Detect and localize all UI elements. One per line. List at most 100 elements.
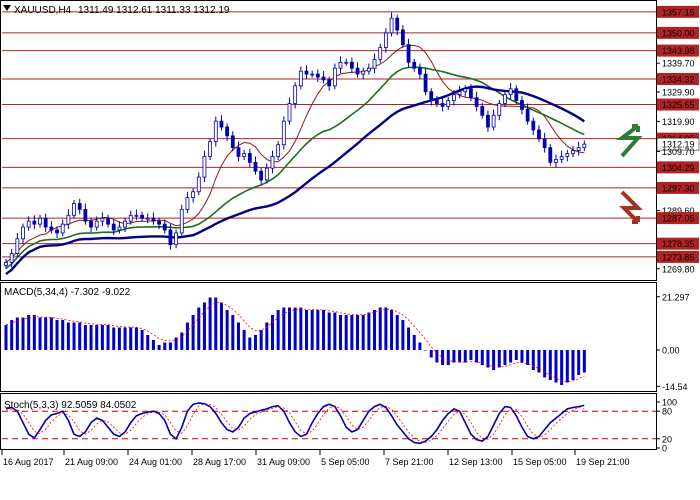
- macd-bar: [208, 297, 212, 350]
- macd-bar: [10, 320, 14, 350]
- candle: [38, 214, 42, 228]
- candle: [582, 140, 587, 152]
- macd-bar: [531, 350, 535, 370]
- candle: [270, 150, 275, 174]
- candle: [4, 258, 8, 269]
- candle: [412, 58, 417, 72]
- candle: [554, 154, 558, 168]
- macd-bar: [514, 350, 518, 360]
- price-tick-label: 1278.35: [662, 239, 695, 249]
- candle: [389, 12, 394, 37]
- time-tick-label: 7 Sep 21:00: [385, 457, 434, 467]
- macd-bar: [316, 310, 320, 350]
- ohlc-values: 1311.49 1312.61 1311.33 1312.19: [78, 5, 230, 16]
- macd-bar: [219, 302, 223, 350]
- level-price-tag: [657, 181, 699, 194]
- macd-bar: [123, 327, 127, 350]
- candle: [457, 85, 462, 99]
- candle: [503, 89, 507, 108]
- macd-bar: [492, 350, 496, 370]
- candle: [486, 110, 490, 133]
- macd-bar: [202, 302, 206, 350]
- macd-bar: [231, 315, 235, 350]
- level-price-tag: [657, 73, 699, 86]
- candle: [83, 203, 88, 225]
- macd-bar: [373, 310, 377, 350]
- price-tick-label: 1319.90: [662, 117, 695, 127]
- macd-bar: [185, 322, 189, 350]
- candle: [355, 62, 360, 78]
- macd-bar: [157, 345, 161, 350]
- candle: [293, 82, 298, 109]
- macd-bar: [191, 315, 195, 350]
- macd-bar: [163, 342, 167, 350]
- candle: [123, 217, 127, 233]
- price-tick-label: 1350.00: [662, 28, 695, 38]
- macd-bar: [117, 327, 121, 350]
- level-price-tag: [657, 250, 699, 263]
- down-arrow-icon: [619, 190, 643, 224]
- price-tick-label: 1273.85: [662, 252, 695, 262]
- candle: [332, 63, 337, 90]
- stoch-signal-line: [5, 403, 585, 443]
- candle: [151, 212, 156, 225]
- macd-bar: [44, 317, 48, 350]
- candle: [140, 211, 144, 222]
- macd-bar: [95, 325, 99, 350]
- candle: [196, 172, 201, 196]
- candle: [66, 209, 71, 230]
- current-price-tag: [656, 137, 700, 151]
- macd-bar: [390, 310, 394, 350]
- price-tick-label: 1339.70: [662, 59, 695, 69]
- candle: [89, 217, 93, 233]
- macd-bar: [322, 310, 326, 350]
- candle: [383, 28, 388, 53]
- time-tick-label: 5 Sep 05:00: [321, 457, 370, 467]
- macd-bar: [503, 350, 507, 365]
- macd-bar: [418, 342, 422, 350]
- macd-bar: [339, 315, 343, 350]
- price-tick-label: 1287.05: [662, 214, 695, 224]
- main-price-panel[interactable]: [0, 0, 657, 281]
- level-price-tag: [657, 44, 699, 57]
- macd-bar: [469, 350, 473, 360]
- symbol-timeframe: XAUUSD,H4: [14, 5, 72, 16]
- macd-bar: [361, 315, 365, 350]
- ma-mid-line: [5, 66, 585, 269]
- stoch-tick-label: 20: [662, 434, 672, 444]
- candle: [361, 67, 366, 80]
- macd-bar: [100, 325, 104, 350]
- price-tick-label: 1309.70: [662, 147, 695, 157]
- candle: [474, 91, 479, 112]
- candle: [497, 99, 502, 121]
- macd-bar: [106, 325, 110, 350]
- candle: [128, 210, 133, 225]
- candle: [446, 97, 451, 110]
- candle: [469, 84, 473, 102]
- candle: [491, 109, 496, 131]
- candle: [520, 95, 524, 115]
- candle: [435, 95, 439, 108]
- candle: [72, 199, 76, 219]
- macd-bar: [401, 320, 405, 350]
- macd-bar: [560, 350, 564, 385]
- macd-bar: [526, 350, 530, 365]
- candle: [304, 65, 309, 80]
- stoch-tick-label: 100: [662, 398, 677, 408]
- up-arrow-icon: [616, 124, 643, 158]
- macd-bar: [520, 350, 524, 363]
- macd-bar: [225, 310, 229, 350]
- macd-bar: [66, 322, 70, 350]
- macd-bar: [214, 297, 218, 350]
- macd-bar: [333, 312, 337, 350]
- candle: [49, 221, 54, 234]
- macd-bar: [435, 350, 439, 363]
- candle: [32, 215, 37, 230]
- macd-bar: [112, 327, 116, 350]
- macd-bar: [367, 312, 371, 350]
- macd-bar: [83, 325, 87, 350]
- stoch-panel[interactable]: [0, 393, 657, 450]
- candle: [565, 149, 570, 162]
- macd-bar: [259, 330, 263, 350]
